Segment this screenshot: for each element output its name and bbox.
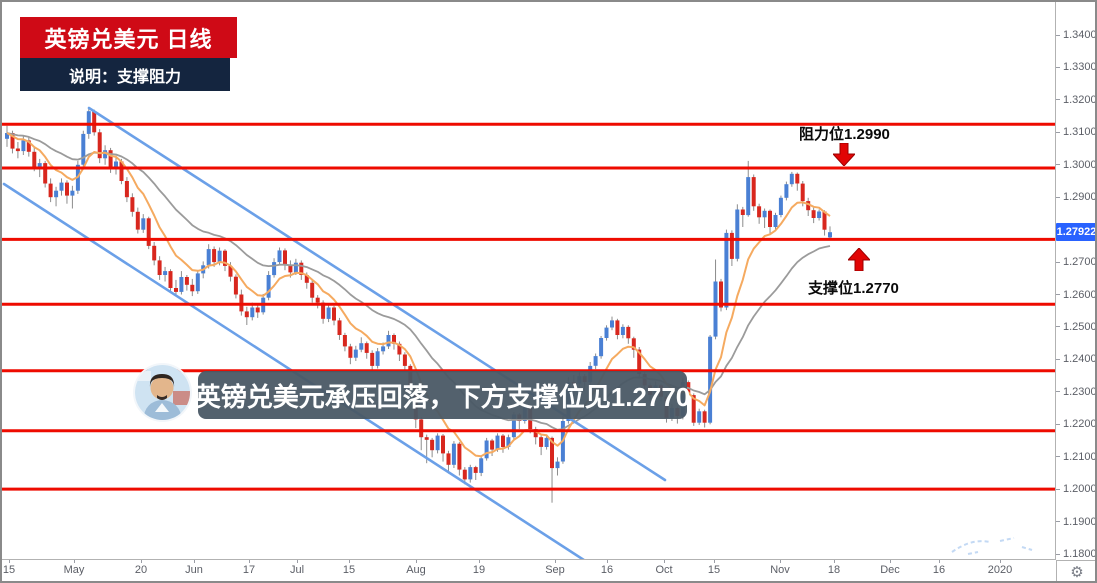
time-tick-label: Jun — [185, 564, 203, 576]
time-tick-mark — [194, 560, 195, 563]
time-tick-mark — [890, 560, 891, 563]
time-tick-label: 15 — [2, 564, 16, 576]
time-axis[interactable]: 15 May 20 Jun 17 Jul 15 Aug 19 Sep 16 Oct 15 Nov 18 Dec… — [2, 560, 1055, 581]
time-tick-label: Jul — [289, 564, 305, 576]
subtitle-text: 说明：支撑阻力 — [68, 68, 181, 86]
time-tick-mark — [780, 560, 781, 563]
time-tick-label: 20 — [134, 564, 148, 576]
analyst-avatar — [135, 365, 190, 420]
price-tick-label: 1.25000 — [1063, 320, 1097, 333]
current-price-badge: 1.27922 — [1056, 223, 1095, 242]
time-tick-label: 2020 — [987, 564, 1013, 576]
trend-channel[interactable] — [2, 106, 667, 559]
resistance-arrow-down-icon[interactable] — [833, 143, 855, 166]
time-tick-label: 18 — [827, 564, 841, 576]
price-tick-label: 1.30000 — [1063, 158, 1097, 171]
time-tick-mark — [607, 560, 608, 563]
time-tick-label: 19 — [472, 564, 486, 576]
time-tick-label: Oct — [655, 564, 673, 576]
time-tick-mark — [555, 560, 556, 563]
price-tick-mark — [1056, 456, 1060, 458]
price-tick-label: 1.20000 — [1063, 483, 1097, 496]
time-tick-mark — [9, 560, 10, 563]
price-tick-mark — [1056, 423, 1060, 425]
time-tick-label: 16 — [932, 564, 946, 576]
chart-plot-area[interactable]: 英镑兑美元 日线 说明：支撑阻力 阻力位1.2990 支撑位1.2770 — [2, 2, 1056, 560]
time-tick-label: May — [63, 564, 85, 576]
slow-ma-line[interactable] — [6, 132, 831, 431]
price-tick-label: 1.19000 — [1063, 515, 1097, 528]
price-tick-mark — [1056, 66, 1060, 68]
time-tick-label: Sep — [545, 564, 565, 576]
time-tick-mark — [1000, 560, 1001, 563]
price-tick-label: 1.34000 — [1063, 29, 1097, 41]
price-tick-mark — [1056, 34, 1060, 36]
time-tick-mark — [714, 560, 715, 563]
price-axis[interactable]: 1.34000 1.33000 1.32000 1.31000 1.30000 1.290… — [1056, 2, 1097, 560]
price-tick-mark — [1056, 196, 1060, 198]
price-tick-mark — [1056, 358, 1060, 360]
price-tick-label: 1.23000 — [1063, 385, 1097, 398]
price-tick-mark — [1056, 99, 1060, 101]
time-tick-mark — [479, 560, 480, 563]
price-tick-mark — [1056, 391, 1060, 393]
price-tick-label: 1.26000 — [1063, 288, 1097, 301]
time-tick-mark — [664, 560, 665, 563]
symbol-title-banner: 英镑兑美元 日线 — [20, 17, 237, 58]
price-tick-mark — [1056, 521, 1060, 523]
price-tick-label: 1.31000 — [1063, 126, 1097, 139]
time-tick-label: Aug — [406, 564, 426, 576]
analyst-callout[interactable]: 英镑兑美元承压回落，下方支撑位见1.2770 — [195, 371, 690, 419]
price-tick-label: 1.27000 — [1063, 256, 1097, 269]
time-tick-mark — [74, 560, 75, 563]
price-tick-mark — [1056, 131, 1060, 133]
time-tick-mark — [939, 560, 940, 563]
resistance-label[interactable]: 阻力位1.2990 — [799, 126, 890, 143]
support-arrow-up-icon[interactable] — [848, 248, 870, 271]
price-tick-label: 1.32000 — [1063, 93, 1097, 106]
time-tick-label: 15 — [707, 564, 721, 576]
support-label[interactable]: 支撑位1.2770 — [808, 280, 899, 297]
price-tick-label: 1.21000 — [1063, 450, 1097, 463]
time-tick-mark — [249, 560, 250, 563]
price-tick-label: 1.33000 — [1063, 61, 1097, 74]
time-tick-mark — [349, 560, 350, 563]
price-tick-label: 1.24000 — [1063, 353, 1097, 366]
time-tick-label: 15 — [342, 564, 356, 576]
time-tick-mark — [834, 560, 835, 563]
price-tick-label: 1.18000 — [1063, 548, 1097, 560]
subtitle-banner: 说明：支撑阻力 — [20, 58, 230, 91]
time-tick-mark — [297, 560, 298, 563]
time-tick-mark — [416, 560, 417, 563]
axis-settings-button[interactable]: ⚙ — [1056, 560, 1095, 581]
time-tick-mark — [141, 560, 142, 563]
time-tick-label: Nov — [770, 564, 790, 576]
price-tick-label: 1.22000 — [1063, 418, 1097, 431]
time-tick-label: 16 — [600, 564, 614, 576]
price-tick-label: 1.29000 — [1063, 191, 1097, 204]
time-tick-label: Dec — [880, 564, 900, 576]
gear-icon: ⚙ — [1070, 564, 1084, 581]
price-tick-mark — [1056, 488, 1060, 490]
watermark-scribble — [951, 537, 1033, 555]
price-tick-mark — [1056, 261, 1060, 263]
price-tick-mark — [1056, 164, 1060, 166]
time-tick-label: 17 — [242, 564, 256, 576]
symbol-title: 英镑兑美元 日线 — [44, 26, 213, 52]
price-tick-mark — [1056, 553, 1060, 555]
support-resistance-lines[interactable] — [2, 122, 1055, 491]
price-tick-mark — [1056, 294, 1060, 295]
price-tick-mark — [1056, 326, 1060, 328]
